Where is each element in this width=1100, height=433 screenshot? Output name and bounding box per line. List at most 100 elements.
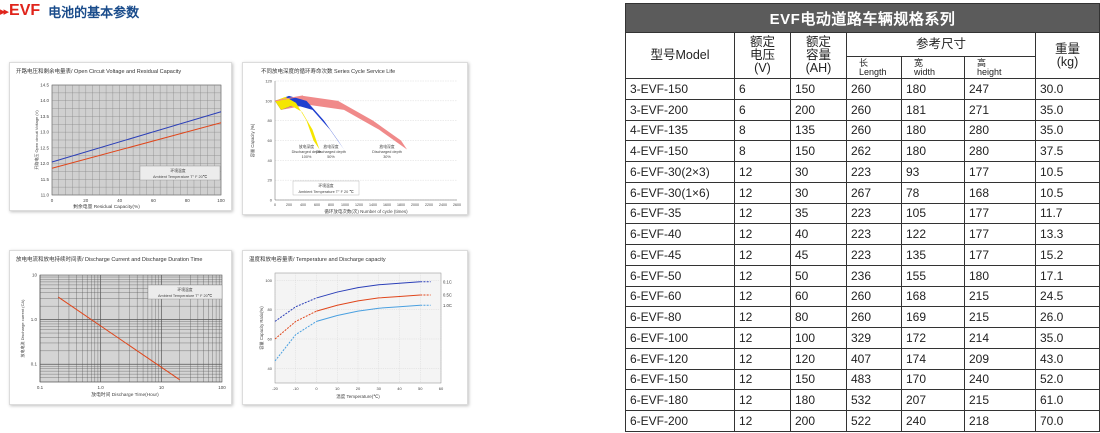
table-row: 6-EVF-150 12 150 483 170 240 52.0 (625, 368, 1100, 391)
cell-model: 6-EVF-150 (625, 368, 735, 391)
cell-height: 180 (964, 264, 1036, 287)
cell-height: 218 (964, 410, 1036, 432)
cell-voltage: 12 (734, 306, 791, 328)
cell-model: 3-EVF-150 (625, 78, 735, 100)
series-line-dashed (274, 320, 317, 362)
header-height-zh: 高 (977, 57, 987, 68)
cell-height: 214 (964, 327, 1036, 349)
cell-height: 215 (964, 389, 1036, 411)
header-voltage-line3: (V) (754, 61, 771, 75)
legend-label: 0.1C (443, 279, 452, 284)
y-tick-label: 13.5 (40, 114, 49, 119)
ocv-chart: 11.0 11.5 12.0 12.5 13.0 13.5 14.0 14.5 0 20 40 60 8… (33, 83, 225, 211)
cell-voltage: 12 (734, 389, 791, 411)
band-100pct (275, 96, 320, 150)
note-box (292, 180, 360, 196)
cell-capacity: 40 (790, 223, 847, 245)
table-row: 4-EVF-150 8 150 262 180 280 37.5 (625, 140, 1100, 162)
cell-model: 6-EVF-60 (625, 285, 735, 308)
cell-model: 6-EVF-180 (625, 389, 735, 411)
header-length: 长 Length (846, 56, 902, 79)
cell-model: 6-EVF-40 (625, 223, 735, 245)
cell-voltage: 12 (734, 244, 791, 266)
cell-voltage: 6 (734, 78, 791, 100)
cell-length: 532 (846, 389, 902, 411)
cell-width: 240 (901, 410, 965, 432)
header-voltage-line1: 额定 (749, 35, 775, 49)
cell-weight: 70.0 (1035, 410, 1100, 432)
cell-height: 271 (964, 98, 1036, 121)
cell-length: 260 (846, 285, 902, 308)
cell-width: 180 (901, 140, 965, 162)
cell-capacity: 180 (790, 389, 847, 411)
y-tick-label: 10 (32, 273, 38, 278)
cell-width: 168 (901, 285, 965, 308)
x-tick-label: 20 (356, 386, 361, 391)
cell-weight: 37.5 (1035, 140, 1100, 162)
x-tick-label: 20 (83, 198, 89, 203)
spec-table: EVF电动道路车辆规格系列 型号Model 额定 电压 (V) 额定 容量 (A… (625, 3, 1100, 432)
cell-model: 3-EVF-200 (625, 98, 735, 121)
x-tick-label: 0 (51, 198, 54, 203)
table-row: 6-EVF-120 12 120 407 174 209 43.0 (625, 347, 1100, 370)
header-width-en: width (914, 66, 936, 77)
table-row: 6-EVF-80 12 80 260 169 215 26.0 (625, 306, 1100, 328)
depth-label: 放电深度 (379, 144, 394, 149)
cell-width: 122 (901, 223, 965, 245)
y-tick-label: 12.0 (40, 161, 49, 166)
double-arrow-icon: ▸▸ (0, 4, 9, 18)
header-width-zh: 宽 (914, 57, 924, 68)
header-model: 型号Model (625, 32, 735, 79)
cell-capacity: 80 (790, 306, 847, 328)
depth-label: 50% (327, 155, 335, 159)
legend-label: 1.0C (443, 303, 452, 308)
x-tick-label: 800 (328, 203, 334, 207)
cell-weight: 11.7 (1035, 202, 1100, 225)
y-tick-label: 40 (268, 158, 273, 163)
header-capacity-line3: (AH) (805, 61, 832, 75)
x-tick-label: 30 (377, 386, 382, 391)
x-tick-label: 60 (439, 386, 444, 391)
x-axis-label: 剩余电量 Residual Capacity(%) (73, 203, 140, 210)
x-tick-label: 100 (218, 385, 226, 390)
x-tick-label: 1.0 (98, 385, 105, 390)
y-tick-label: 20 (268, 178, 273, 183)
cell-width: 172 (901, 327, 965, 349)
cell-capacity: 135 (790, 119, 847, 142)
series-line (316, 294, 421, 312)
cell-length: 223 (846, 244, 902, 266)
cell-voltage: 6 (734, 98, 791, 121)
cycle-chart-card: 不同放电深度的循环寿命次数 Series Cycle Service Life … (242, 62, 468, 215)
cell-width: 135 (901, 244, 965, 266)
series-line (51, 111, 222, 163)
cell-weight: 35.0 (1035, 98, 1100, 121)
cell-width: 181 (901, 98, 965, 121)
cell-capacity: 150 (790, 368, 847, 391)
depth-label: Discharged depth (316, 150, 346, 154)
cell-height: 240 (964, 368, 1036, 391)
cell-capacity: 200 (790, 410, 847, 432)
discharge-chart-card: 放电电流和放电持续时间表/ Discharge Current and Disc… (9, 250, 232, 405)
y-tick-label: 14.5 (40, 83, 49, 88)
cell-capacity: 35 (790, 202, 847, 225)
x-tick-label: 10 (159, 385, 165, 390)
cell-capacity: 150 (790, 140, 847, 162)
cell-width: 174 (901, 347, 965, 370)
y-tick-label: 11.5 (41, 177, 50, 182)
y-tick-label: 80 (268, 118, 273, 123)
brand-label: EVF (9, 2, 41, 19)
cell-weight: 43.0 (1035, 347, 1100, 370)
cell-height: 168 (964, 181, 1036, 204)
cell-length: 260 (846, 78, 902, 100)
cell-model: 6-EVF-100 (625, 327, 735, 349)
cell-length: 260 (846, 119, 902, 142)
header-capacity-line1: 额定 (805, 35, 831, 49)
cell-width: 170 (901, 368, 965, 391)
cell-voltage: 12 (734, 202, 791, 225)
series-line-dashed (274, 310, 317, 340)
x-tick-label: 0 (274, 203, 276, 207)
cell-weight: 35.0 (1035, 327, 1100, 349)
cell-weight: 30.0 (1035, 78, 1100, 100)
cell-voltage: 12 (734, 181, 791, 204)
cell-capacity: 30 (790, 181, 847, 204)
